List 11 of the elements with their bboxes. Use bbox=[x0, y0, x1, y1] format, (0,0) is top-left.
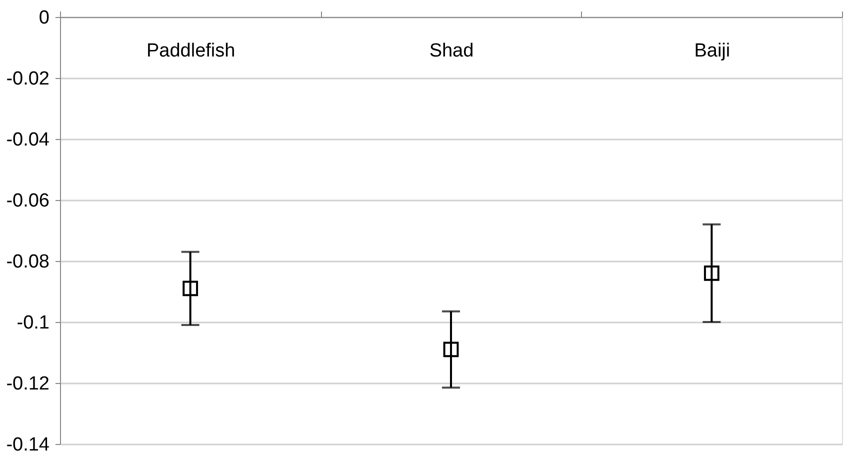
y-tick-label: -0.04 bbox=[6, 130, 50, 150]
y-tick-label: -0.08 bbox=[6, 252, 50, 272]
x-tick-label: Baiji bbox=[694, 40, 730, 62]
y-tick-label: -0.1 bbox=[16, 312, 50, 334]
y-tick-label: 0 bbox=[38, 8, 50, 28]
y-tick-label: -0.06 bbox=[6, 190, 50, 212]
y-tick-label: -0.02 bbox=[6, 68, 50, 90]
y-tick-label: -0.12 bbox=[6, 374, 50, 394]
x-tick-label: Shad bbox=[429, 40, 474, 62]
y-tick-label: -0.14 bbox=[6, 434, 50, 456]
x-tick-label: Paddlefish bbox=[146, 40, 236, 62]
